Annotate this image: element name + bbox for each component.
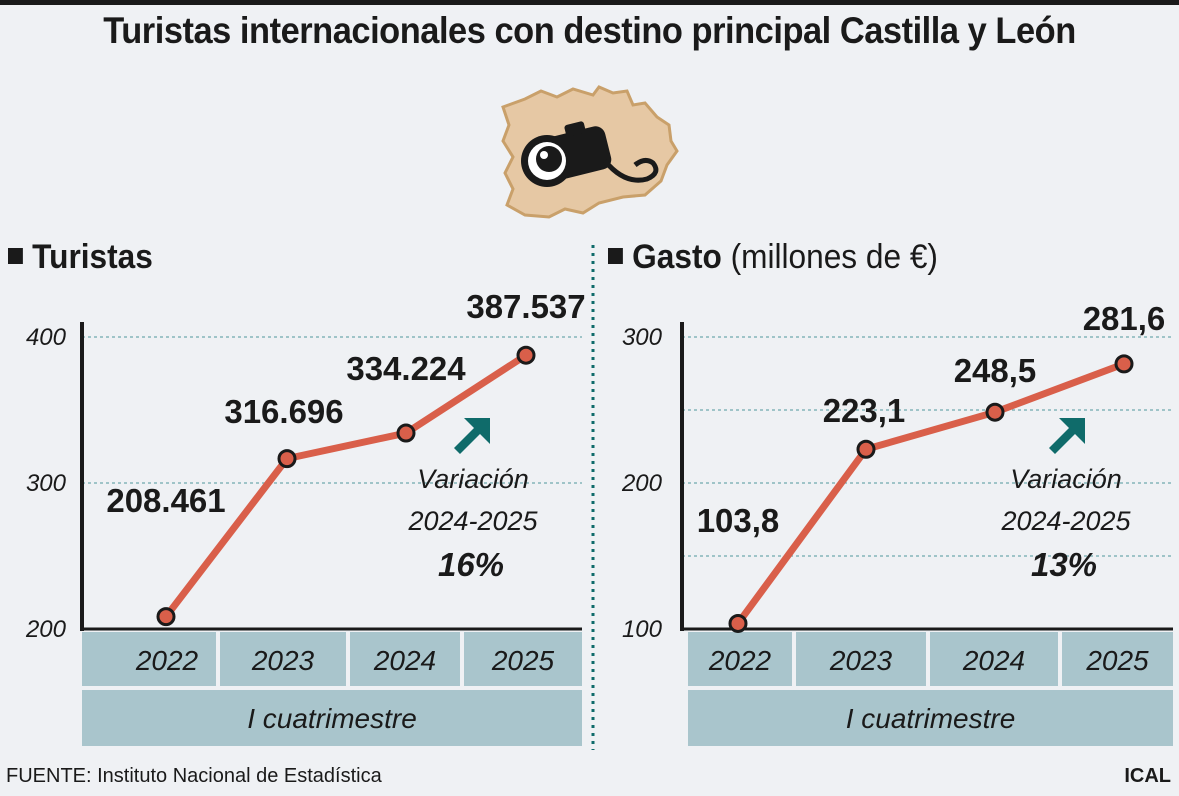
data-point [516,345,536,365]
data-point [856,439,876,459]
x-category-band [464,632,582,686]
x-tick-label: 2022 [135,645,199,676]
variation-value: 13% [1031,546,1097,583]
data-point [1114,354,1134,374]
data-point [728,613,748,633]
data-label: 223,1 [823,392,906,429]
credit-label: ICAL [1124,765,1171,787]
data-label: 334.224 [346,350,466,387]
period-band [688,690,1173,746]
source-note: FUENTE: Instituto Nacional de Estadístic… [6,765,382,787]
data-point [985,402,1005,422]
x-category-band [688,632,792,686]
trend-up-arrow-icon [454,418,490,454]
variation-period: 2024-2025 [1000,506,1131,536]
y-tick-label: 300 [26,470,67,497]
page-title: Turistas internacionales con destino pri… [103,10,1076,51]
x-tick-label: 2025 [1085,645,1149,676]
section-divider [591,245,595,750]
y-tick-label: 400 [26,324,67,351]
data-label: 316.696 [224,393,343,430]
data-label: 103,8 [697,502,780,539]
series-line [735,360,1126,626]
variation-label: Variación [1010,464,1122,494]
x-tick-label: 2023 [829,645,893,676]
bullet-square-icon [8,248,23,264]
period-label: I cuatrimestre [846,703,1016,734]
data-point [277,449,297,469]
data-point [396,423,416,443]
period-label: I cuatrimestre [247,703,417,734]
y-tick-label: 200 [621,470,663,497]
gasto-line-chart: 100 200 300 2022 2023 2024 2025 I cuatrimestre 1… [621,300,1173,746]
x-category-band [796,632,926,686]
y-tick-label: 200 [25,616,67,643]
y-tick-label: 300 [622,324,663,351]
x-category-band [350,632,460,686]
data-label: 281,6 [1083,300,1166,337]
x-tick-label: 2022 [708,645,772,676]
data-point [156,607,176,627]
data-label: 387.537 [466,290,585,325]
bullet-square-icon [608,248,623,264]
y-tick-label: 100 [622,616,663,643]
x-tick-label: 2024 [373,645,436,676]
x-tick-label: 2025 [491,645,555,676]
x-tick-label: 2024 [962,645,1025,676]
variation-label: Variación [417,464,529,494]
data-label: 248,5 [954,352,1037,389]
camera-on-region-map-icon [501,85,679,219]
trend-up-arrow-icon [1049,418,1085,454]
variation-value: 16% [438,546,504,583]
section-title-turistas: Turistas [8,238,153,277]
period-band [82,690,582,746]
section-title-gasto: Gasto (millones de €) [608,238,938,277]
top-rule [0,0,1179,5]
x-category-band [82,632,216,686]
turistas-line-chart: 200 300 400 2022 2023 2024 2025 I cuatrimestre 2… [25,290,586,746]
x-category-band [1062,632,1173,686]
x-tick-label: 2023 [251,645,315,676]
camera-icon [521,121,659,187]
series-line [163,352,528,619]
data-label: 208.461 [106,482,225,519]
variation-period: 2024-2025 [407,506,538,536]
x-category-band [220,632,346,686]
x-category-band [930,632,1058,686]
